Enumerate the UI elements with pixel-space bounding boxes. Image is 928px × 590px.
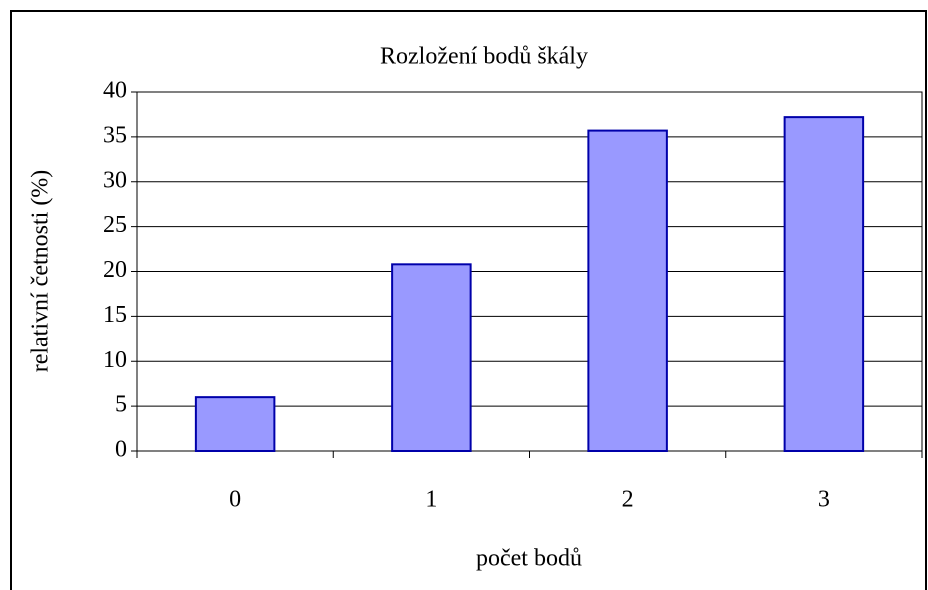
y-tick-label: 15 bbox=[103, 302, 127, 328]
y-tick-label: 0 bbox=[115, 437, 127, 463]
y-axis-label: relativní četnosti (%) bbox=[28, 170, 54, 373]
x-tick-label: 1 bbox=[425, 487, 437, 513]
bar bbox=[783, 116, 865, 452]
chart-title: Rozložení bodů škály bbox=[380, 44, 588, 70]
x-tick-label: 2 bbox=[622, 487, 634, 513]
y-tick-label: 35 bbox=[103, 122, 127, 148]
x-tick-label: 3 bbox=[818, 487, 830, 513]
x-axis-label: počet bodů bbox=[476, 546, 582, 572]
bar bbox=[391, 263, 472, 452]
y-tick-label: 20 bbox=[103, 257, 127, 283]
bar bbox=[587, 129, 668, 452]
y-tick-label: 40 bbox=[103, 78, 127, 104]
x-tick-label: 0 bbox=[229, 487, 241, 513]
bar bbox=[194, 396, 276, 452]
y-tick-label: 25 bbox=[103, 212, 127, 238]
y-tick-label: 5 bbox=[115, 392, 127, 418]
y-tick-label: 30 bbox=[103, 167, 127, 193]
y-tick-label: 10 bbox=[103, 347, 127, 373]
